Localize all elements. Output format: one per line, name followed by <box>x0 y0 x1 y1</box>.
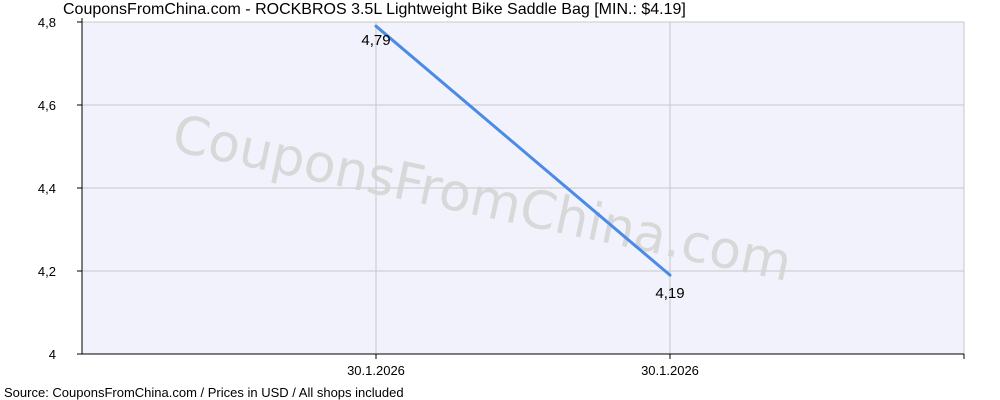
y-tick-label: 4,6 <box>38 98 56 113</box>
grid <box>82 21 965 354</box>
data-point <box>668 273 672 277</box>
chart-source: Source: CouponsFromChina.com / Prices in… <box>4 385 404 400</box>
axes: 4 4,2 4,4 4,6 4,8 30.1.2026 30.1.2026 <box>38 15 965 378</box>
data-label: 4,79 <box>361 32 390 49</box>
data-label: 4,19 <box>655 285 684 302</box>
labels: 4,79 4,19 <box>361 32 684 302</box>
y-tick-label: 4 <box>49 347 56 362</box>
y-tick-label: 4,4 <box>38 181 56 196</box>
data-point <box>374 24 378 28</box>
y-tick-label: 4,2 <box>38 264 56 279</box>
chart-title: CouponsFromChina.com - ROCKBROS 3.5L Lig… <box>63 1 686 18</box>
series-line <box>375 25 671 277</box>
x-tick-label: 30.1.2026 <box>641 363 699 378</box>
y-tick-label: 4,8 <box>38 15 56 30</box>
x-tick-label: 30.1.2026 <box>347 363 405 378</box>
series <box>374 24 672 277</box>
